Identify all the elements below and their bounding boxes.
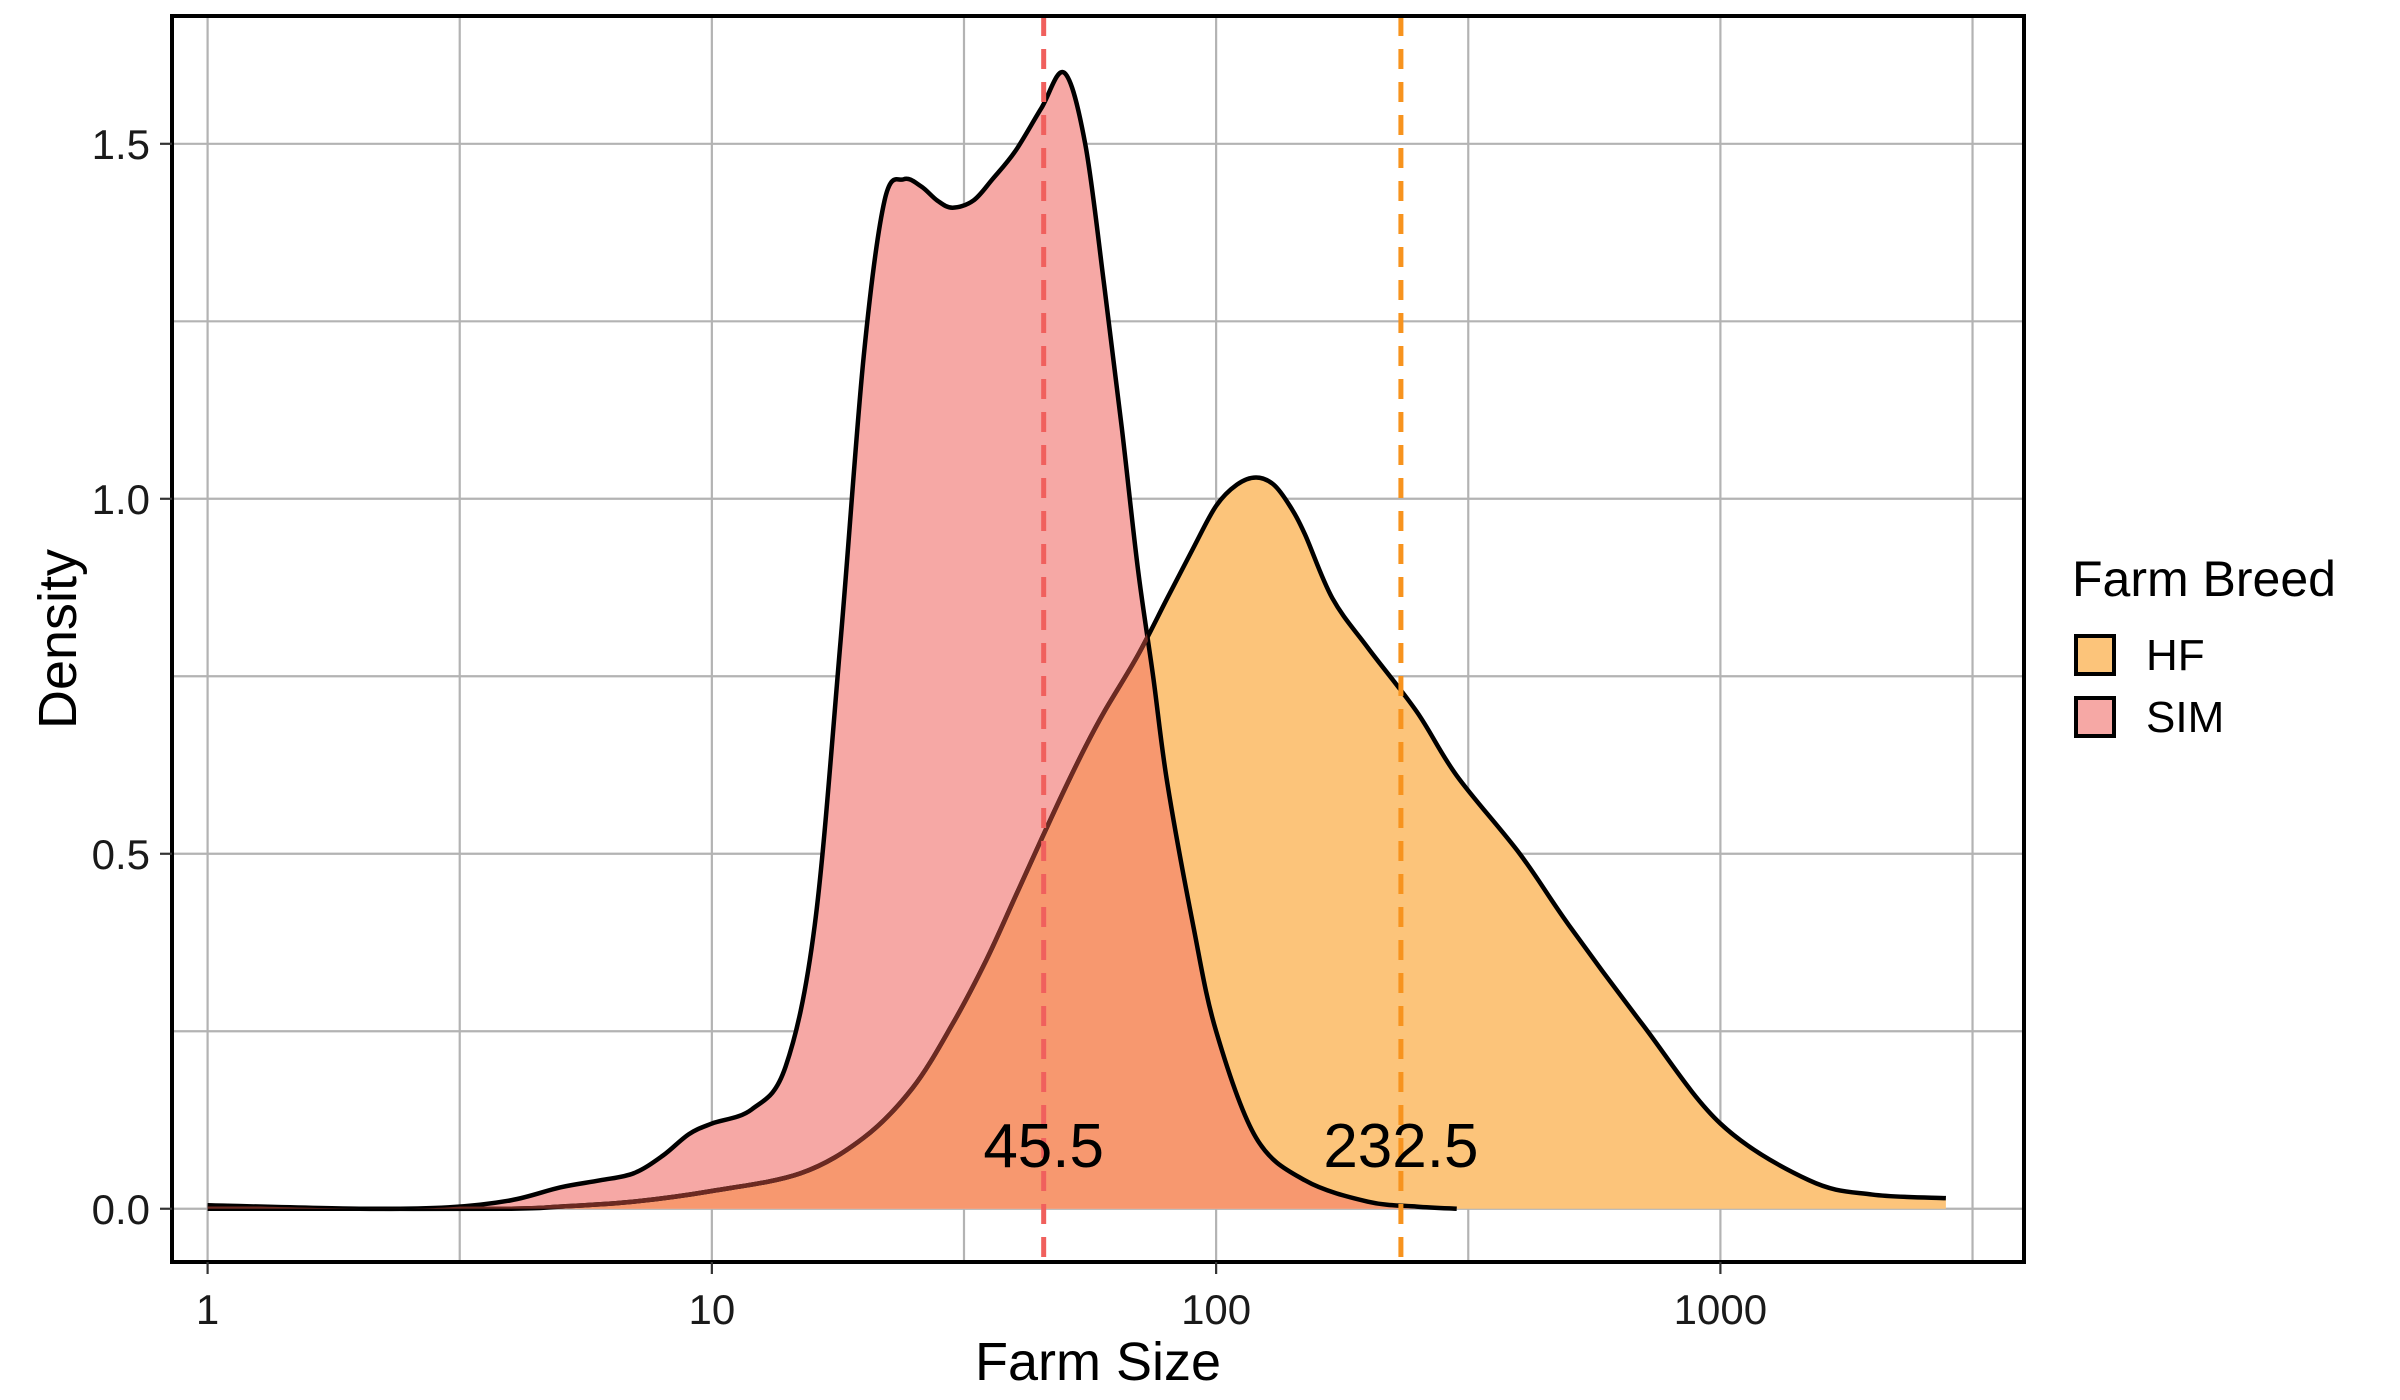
x-tick-label: 1 [196,1286,219,1333]
x-axis-ticks: 1 10 100 1000 [196,1262,1767,1333]
legend-title: Farm Breed [2072,551,2336,607]
legend-swatch-sim [2074,696,2116,738]
reference-lines [1041,16,1404,1262]
annotation-1: 45.5 [983,1112,1104,1181]
legend: Farm Breed HF SIM [2072,551,2336,742]
y-tick-label: 1.0 [92,476,150,523]
y-axis-ticks: 0.0 0.5 1.0 1.5 [92,121,172,1233]
plot-panel-border [170,14,2026,1264]
y-tick-label: 1.5 [92,121,150,168]
legend-label-hf: HF [2146,631,2205,680]
legend-swatch-hf [2074,634,2116,676]
y-axis-title: Density [28,549,88,729]
density-areas [207,69,1946,1212]
y-tick-label: 0.5 [92,831,150,878]
legend-label-sim: SIM [2146,693,2224,742]
y-tick-label: 0.0 [92,1186,150,1233]
overlap-fill [207,477,1457,1209]
x-axis-title: Farm Size [975,1332,1221,1392]
x-tick-label: 100 [1181,1286,1251,1333]
annotations: 45.5 232.5 [983,1112,1478,1181]
sim-density-line [207,69,1457,1212]
x-tick-label: 10 [689,1286,736,1333]
annotation-2: 232.5 [1323,1112,1478,1181]
x-tick-label: 1000 [1674,1286,1767,1333]
